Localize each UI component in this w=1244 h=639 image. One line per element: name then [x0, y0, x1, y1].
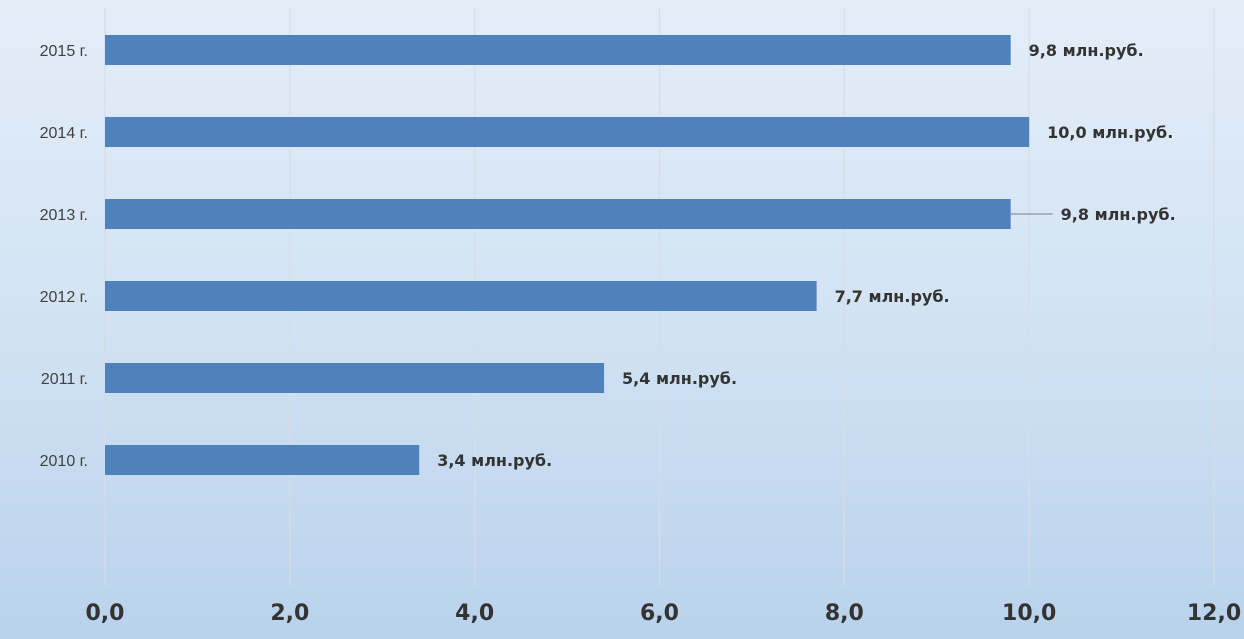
bar	[105, 281, 817, 311]
category-label: 2012 г.	[40, 289, 88, 306]
x-tick-label: 10,0	[1002, 601, 1056, 626]
bar	[105, 35, 1011, 65]
bar	[105, 445, 420, 475]
category-label: 2013 г.	[40, 207, 88, 224]
category-labels: 2010 г. 2011 г. 2012 г. 2013 г. 2014 г. 2015 …	[40, 43, 88, 470]
category-label: 2011 г.	[41, 371, 88, 388]
x-tick-label: 0,0	[86, 601, 125, 626]
data-label: 7,7 млн.руб.	[835, 287, 950, 306]
bar	[105, 117, 1030, 147]
x-axis-tick-labels: 0,0 2,0 4,0 6,0 8,0 10,0 12,0	[86, 601, 1242, 626]
data-labels: 3,4 млн.руб. 5,4 млн.руб. 7,7 млн.руб. 9,8 …	[437, 41, 1175, 470]
x-tick-label: 8,0	[825, 601, 864, 626]
x-tick-label: 12,0	[1187, 601, 1241, 626]
bar	[105, 199, 1011, 229]
data-label: 5,4 млн.руб.	[622, 369, 737, 388]
bar	[105, 363, 605, 393]
data-label: 9,8 млн.руб.	[1061, 205, 1176, 224]
data-label: 9,8 млн.руб.	[1029, 41, 1144, 60]
x-tick-label: 2,0	[270, 601, 309, 626]
x-tick-label: 4,0	[455, 601, 494, 626]
category-label: 2015 г.	[40, 43, 88, 60]
bars	[105, 35, 1030, 475]
category-label: 2010 г.	[40, 453, 88, 470]
x-tick-label: 6,0	[640, 601, 679, 626]
category-label: 2014 г.	[40, 125, 88, 142]
data-label: 3,4 млн.руб.	[437, 451, 552, 470]
data-label: 10,0 млн.руб.	[1047, 123, 1173, 142]
